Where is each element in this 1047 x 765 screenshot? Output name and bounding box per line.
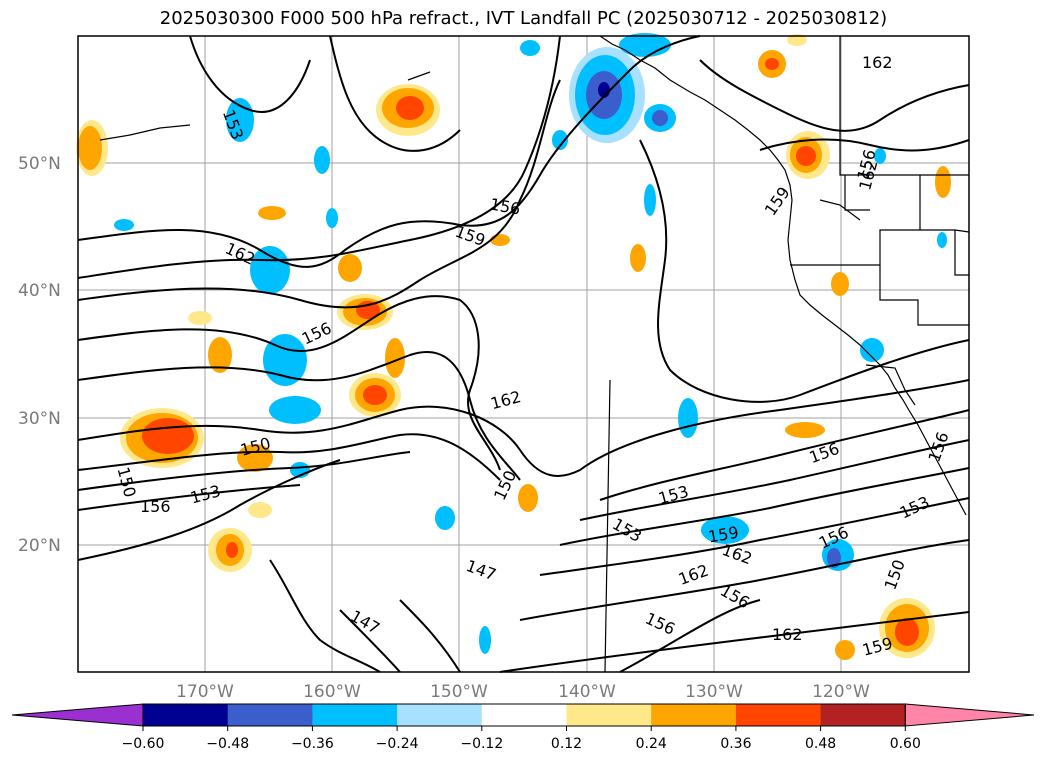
colorbar-tick-label: 0.12 xyxy=(551,736,582,752)
coastlines xyxy=(99,35,970,673)
colorbar-tick-label: −0.12 xyxy=(460,736,503,752)
map-frame xyxy=(77,35,970,673)
colorbar-segment xyxy=(227,704,313,726)
colorbar-segment xyxy=(566,704,652,726)
longitude-labels: 170°W 160°W 150°W 140°W 130°W 120°W xyxy=(176,682,870,702)
lat-label: 50°N xyxy=(18,154,61,174)
colorbar-segment xyxy=(312,704,398,726)
colorbar-tick-label: 0.36 xyxy=(720,736,751,752)
colorbar-extend-low xyxy=(11,703,144,727)
colorbar-tick-label: −0.48 xyxy=(206,736,249,752)
lon-label: 130°W xyxy=(685,682,743,702)
colorbar-segment xyxy=(820,704,906,726)
contour-label: 156 xyxy=(140,497,171,516)
contour-lines xyxy=(77,35,970,673)
lat-label: 40°N xyxy=(18,281,61,301)
colorbar-tick-label: −0.36 xyxy=(291,736,334,752)
contour-label: 162 xyxy=(772,625,803,644)
lon-label: 120°W xyxy=(812,682,870,702)
colorbar-extend-high xyxy=(904,703,1035,727)
lon-label: 140°W xyxy=(558,682,616,702)
colorbar-tick-label: −0.60 xyxy=(122,736,165,752)
colorbar-tick-label: 0.60 xyxy=(890,736,921,752)
colorbar: −0.60 −0.48 −0.36 −0.24 −0.12 0.12 0.24 0.36 0.4… xyxy=(11,703,1035,752)
lon-label: 150°W xyxy=(430,682,488,702)
lat-label: 30°N xyxy=(18,409,61,429)
colorbar-tick-label: 0.24 xyxy=(636,736,667,752)
colorbar-segment xyxy=(735,704,822,726)
colorbar-segment xyxy=(143,704,229,726)
lat-label: 20°N xyxy=(18,536,61,556)
colorbar-tick-label: −0.24 xyxy=(376,736,419,752)
colorbar-outline xyxy=(142,703,906,727)
map-title: 2025030300 F000 500 hPa refract., IVT La… xyxy=(159,8,888,29)
contour-label: 162 xyxy=(862,53,893,72)
colorbar-segment xyxy=(397,704,483,726)
colorbar-tick-label: 0.48 xyxy=(805,736,836,752)
lon-label: 170°W xyxy=(176,682,234,702)
lon-label: 160°W xyxy=(303,682,361,702)
colorbar-segment xyxy=(651,704,737,726)
colorbar-segment xyxy=(481,704,567,726)
latitude-labels: 50°N 40°N 30°N 20°N xyxy=(18,154,61,556)
